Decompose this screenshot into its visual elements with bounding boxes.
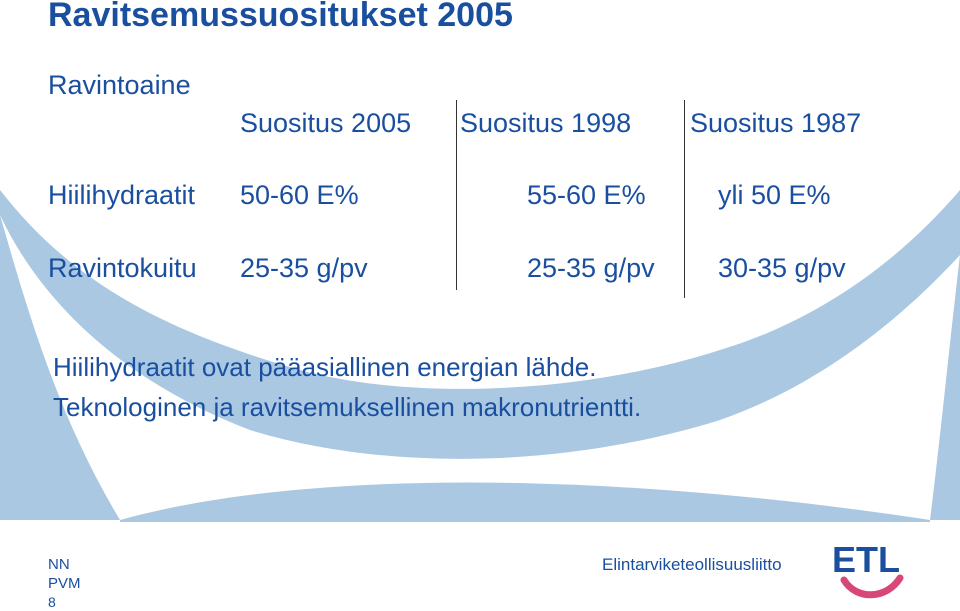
logo-text: ETL (832, 539, 900, 580)
column-header-nutrient: Ravintoaine (48, 70, 191, 100)
footer-author: NN (48, 556, 70, 573)
cell-carbohydrates-1998: 55-60 E% (527, 180, 646, 210)
cell-carbohydrates-1987: yli 50 E% (718, 180, 831, 210)
cell-fiber-1998: 25-35 g/pv (527, 253, 655, 283)
cell-fiber-1987: 30-35 g/pv (718, 253, 846, 283)
column-divider (684, 100, 685, 298)
cell-carbohydrates-2005: 50-60 E% (240, 180, 359, 210)
column-header-1987: Suositus 1987 (690, 108, 862, 138)
organization-name: Elintarviketeollisuusliitto (602, 555, 782, 574)
etl-logo-icon: ETL (832, 539, 904, 599)
column-header-2005: Suositus 2005 (240, 108, 412, 138)
row-label-fiber: Ravintokuitu (48, 253, 197, 283)
column-header-1998: Suositus 1998 (460, 108, 632, 138)
note-energy-source: Hiilihydraatit ovat pääasiallinen energi… (53, 352, 597, 382)
row-label-carbohydrates: Hiilihydraatit (48, 180, 196, 210)
footer-date: PVM (48, 575, 81, 592)
column-divider (456, 100, 457, 290)
cell-fiber-2005: 25-35 g/pv (240, 253, 368, 283)
page-title: Ravitsemussuositukset 2005 (48, 0, 513, 34)
note-macronutrient: Teknologinen ja ravitsemuksellinen makro… (53, 392, 642, 422)
page-number: 8 (48, 594, 56, 610)
